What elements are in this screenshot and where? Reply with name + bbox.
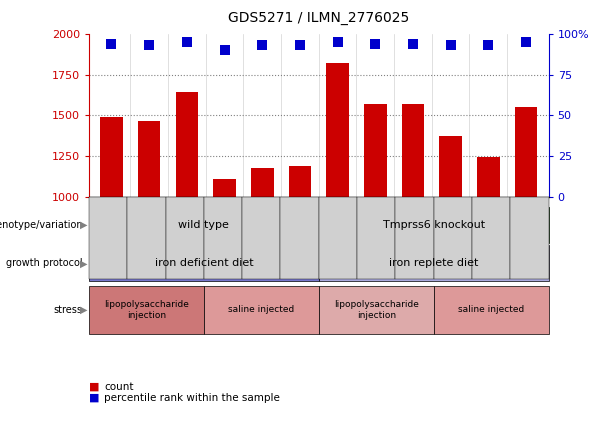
Text: count: count	[104, 382, 134, 392]
Text: lipopolysaccharide
injection: lipopolysaccharide injection	[334, 300, 419, 319]
Point	[107, 40, 116, 47]
Bar	[289, 166, 311, 197]
Text: percentile rank within the sample: percentile rank within the sample	[104, 393, 280, 403]
Bar	[402, 104, 424, 197]
Text: iron deficient diet: iron deficient diet	[154, 258, 253, 268]
Point	[144, 42, 154, 49]
Point	[408, 40, 418, 47]
Point	[446, 42, 455, 49]
Text: ■: ■	[89, 382, 99, 392]
Text: lipopolysaccharide
injection: lipopolysaccharide injection	[104, 300, 189, 319]
Bar	[440, 136, 462, 197]
Text: growth protocol: growth protocol	[6, 258, 83, 268]
Point	[333, 38, 343, 45]
Bar	[477, 157, 500, 197]
Bar	[326, 63, 349, 197]
Bar	[100, 117, 123, 197]
Point	[219, 47, 229, 54]
Bar	[213, 179, 236, 197]
Bar	[175, 92, 198, 197]
Bar	[251, 168, 273, 197]
Text: saline injected: saline injected	[228, 305, 294, 314]
Bar	[364, 104, 387, 197]
Point	[484, 42, 493, 49]
Point	[295, 42, 305, 49]
Text: stress: stress	[54, 305, 83, 315]
Point	[521, 38, 531, 45]
Text: wild type: wild type	[178, 220, 229, 230]
Text: GDS5271 / ILMN_2776025: GDS5271 / ILMN_2776025	[228, 11, 409, 25]
Point	[257, 42, 267, 49]
Bar	[138, 121, 161, 197]
Point	[182, 38, 192, 45]
Text: ▶: ▶	[80, 305, 87, 315]
Text: iron replete diet: iron replete diet	[389, 258, 478, 268]
Text: Tmprss6 knockout: Tmprss6 knockout	[383, 220, 485, 230]
Point	[370, 40, 380, 47]
Text: genotype/variation: genotype/variation	[0, 220, 83, 230]
Text: saline injected: saline injected	[458, 305, 524, 314]
Text: ▶: ▶	[80, 220, 87, 230]
Text: ■: ■	[89, 393, 99, 403]
Bar	[515, 107, 538, 197]
Text: ▶: ▶	[80, 258, 87, 268]
